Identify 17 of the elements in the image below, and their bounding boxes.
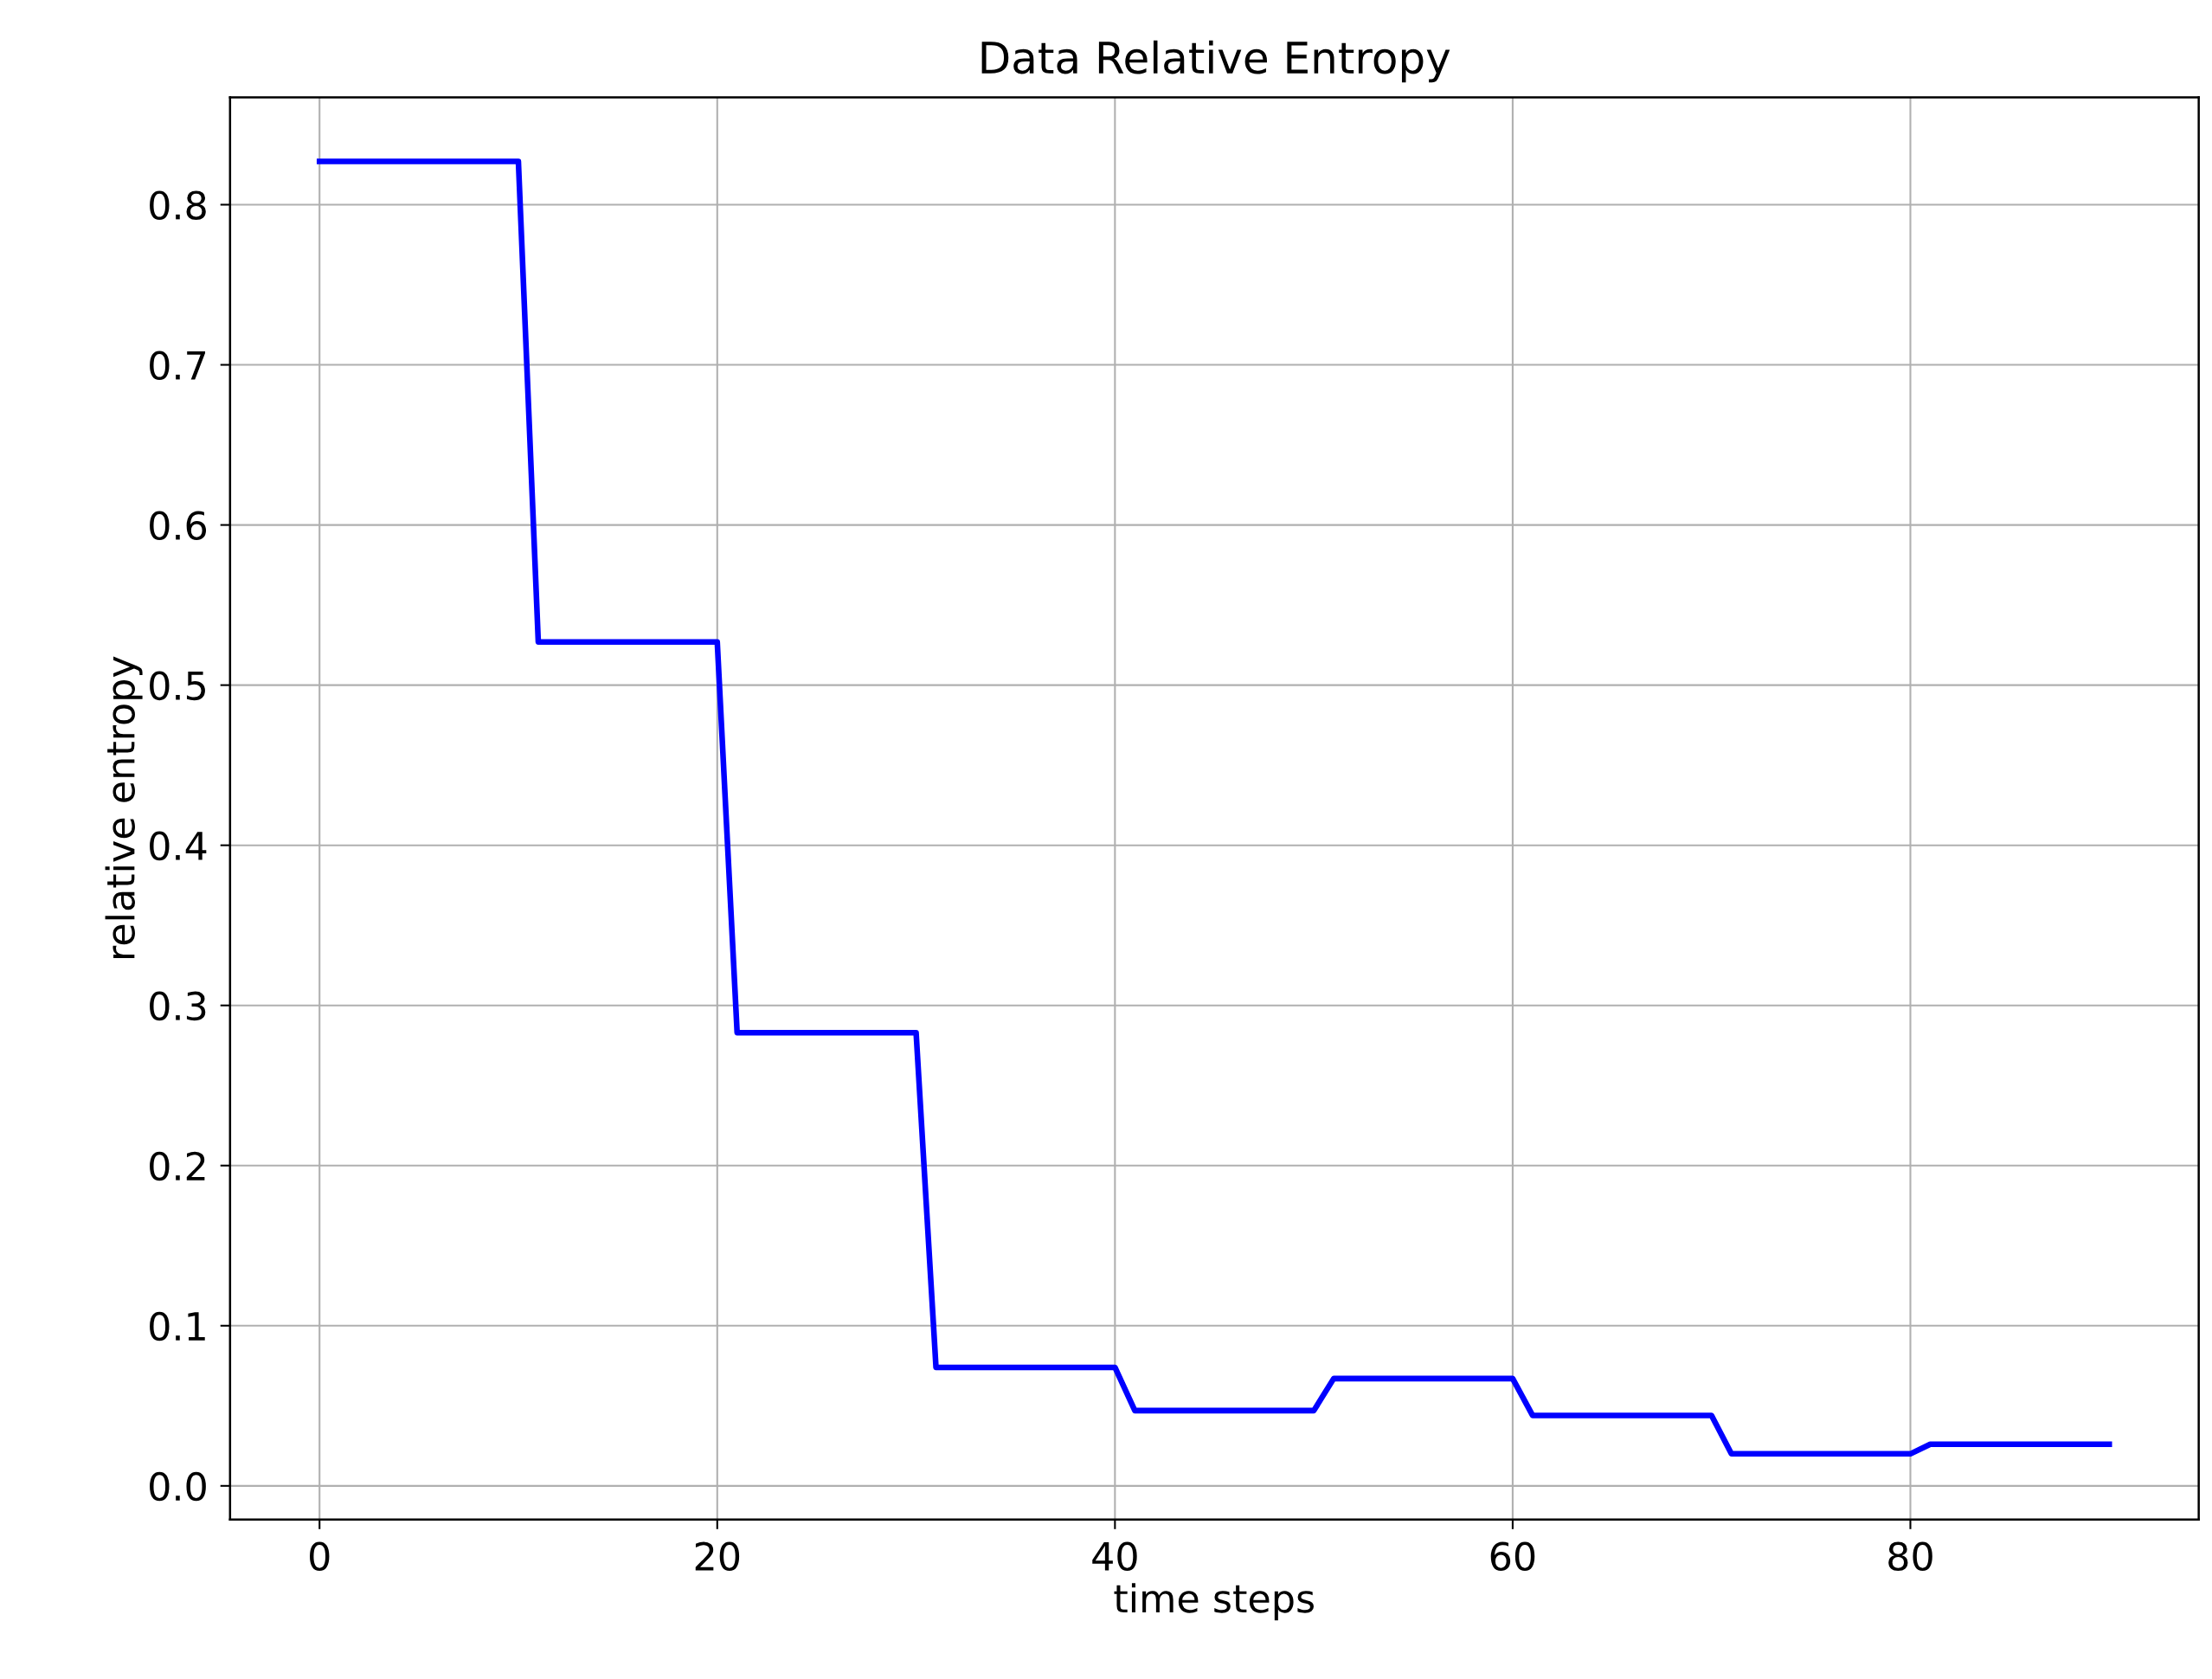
y-tick-label: 0.8 <box>150 190 206 221</box>
y-tick-label: 0.5 <box>150 671 205 701</box>
x-tick-label: 80 <box>1888 1541 1932 1572</box>
y-tick-label: 0.2 <box>150 1151 205 1181</box>
x-axis-title: time steps <box>1114 1583 1314 1621</box>
y-tick-label: 0.3 <box>150 991 206 1021</box>
y-tick-label: 0.1 <box>150 1311 205 1341</box>
x-tick-label: 20 <box>695 1541 740 1572</box>
chart-title: Data Relative Entropy <box>981 40 1450 83</box>
x-tick-label: 0 <box>310 1541 330 1572</box>
y-tick-label: 0.0 <box>150 1471 206 1502</box>
y-tick-label: 0.4 <box>150 831 207 861</box>
y-axis-title: relative entropy <box>105 656 143 958</box>
y-tick-label: 0.7 <box>150 351 206 381</box>
y-tick-label: 0.6 <box>150 511 207 541</box>
x-tick-label: 60 <box>1490 1541 1535 1572</box>
x-tick-label: 40 <box>1092 1541 1137 1572</box>
